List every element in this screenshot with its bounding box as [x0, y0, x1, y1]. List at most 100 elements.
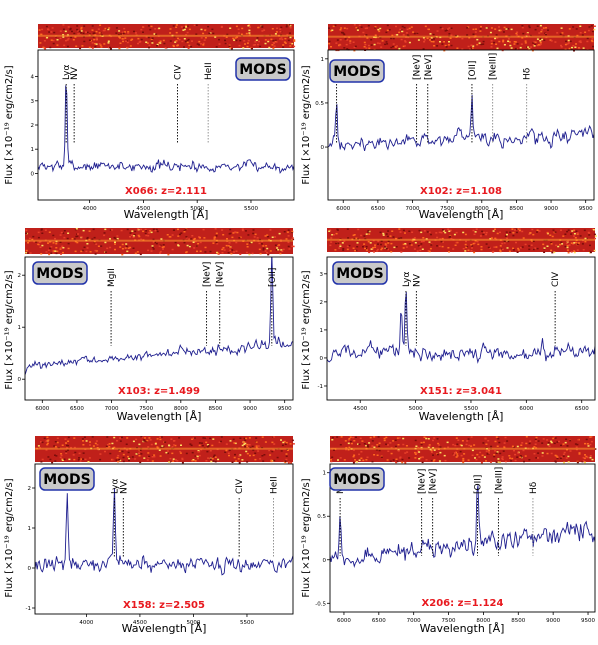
strip-pixel — [225, 449, 228, 452]
strip-pixel — [127, 247, 130, 249]
strip-pixel — [560, 241, 563, 244]
mods-badge-label: MODS — [333, 472, 381, 488]
strip-pixel — [225, 244, 228, 247]
strip-pixel — [414, 439, 417, 442]
strip-pixel — [211, 28, 214, 31]
strip-pixel — [563, 461, 566, 464]
strip-pixel — [404, 462, 407, 464]
strip-pixel — [528, 25, 531, 27]
strip-pixel — [330, 241, 333, 243]
strip-pixel — [51, 461, 54, 464]
strip-pixel — [293, 39, 296, 41]
strip-pixel — [594, 237, 596, 240]
strip-pixel — [241, 444, 244, 447]
x-tick-label: 9000 — [544, 206, 558, 212]
strip-pixel — [247, 39, 250, 42]
strip-pixel — [293, 45, 296, 48]
strip-pixel — [380, 455, 383, 458]
strip-pixel — [289, 443, 292, 445]
strip-pixel — [145, 41, 148, 43]
strip-pixel — [371, 445, 374, 447]
strip-pixel — [501, 458, 504, 461]
strip-pixel — [267, 235, 270, 238]
strip-pixel — [422, 441, 425, 444]
strip-pixel — [468, 37, 471, 39]
strip-pixel — [73, 238, 76, 240]
strip-pixel — [365, 34, 368, 36]
strip-pixel — [186, 31, 189, 34]
strip-pixel — [459, 450, 462, 453]
strip-pixel — [548, 445, 551, 447]
strip-pixel — [526, 32, 529, 34]
plot-frame — [37, 49, 295, 201]
strip-pixel — [371, 460, 374, 463]
strip-pixel — [179, 450, 182, 453]
strip-pixel — [586, 456, 589, 459]
strip-pixel — [173, 440, 176, 442]
x-tick-label: 7000 — [406, 206, 420, 212]
strip-pixel — [258, 248, 261, 251]
strip-pixel — [452, 454, 455, 456]
strip-pixel — [169, 457, 172, 460]
strip-pixel — [430, 233, 432, 236]
x-tick-label: 5000 — [186, 620, 200, 626]
strip-pixel — [251, 252, 254, 255]
strip-pixel — [221, 248, 224, 251]
strip-pixel — [582, 460, 585, 462]
strip-pixel — [177, 244, 180, 246]
strip-pixel — [169, 28, 172, 30]
strip-pixel — [234, 231, 237, 233]
strip-pixel — [480, 248, 483, 251]
strip-pixel — [590, 25, 593, 27]
strip-pixel — [82, 452, 85, 454]
strip-pixel — [546, 231, 549, 234]
strip-pixel — [168, 461, 171, 463]
strip-pixel — [394, 445, 397, 448]
strip-pixel — [389, 442, 392, 444]
x-tick-label: 4500 — [353, 406, 367, 412]
strip-pixel — [346, 48, 349, 50]
x-axis-label: Wavelength [Å] — [124, 208, 209, 221]
strip-pixel — [254, 458, 257, 461]
strip-pixel — [567, 461, 570, 463]
strip-pixel — [363, 235, 366, 237]
strip-pixel — [121, 243, 124, 246]
strip-pixel — [461, 440, 464, 442]
strip-pixel — [474, 231, 477, 233]
strip-pixel — [517, 247, 520, 250]
strip-pixel — [553, 442, 556, 445]
x-tick-label: 7500 — [440, 206, 454, 212]
strip-pixel — [576, 461, 579, 464]
strip-pixel — [253, 236, 256, 238]
strip-pixel — [38, 29, 41, 31]
strip-pixel — [536, 247, 539, 250]
strip-pixel — [74, 250, 77, 253]
strip-pixel — [503, 442, 506, 444]
strip-pixel — [404, 243, 407, 246]
strip-pixel — [284, 461, 287, 464]
strip-pixel — [390, 242, 393, 245]
strip-pixel — [150, 443, 153, 446]
strip-pixel — [514, 229, 516, 231]
strip-pixel — [55, 252, 58, 255]
strip-pixel — [119, 246, 122, 248]
strip-pixel — [496, 232, 499, 235]
strip-pixel — [594, 235, 597, 237]
strip-pixel — [546, 439, 549, 441]
strip-pixel — [429, 33, 432, 35]
strip-pixel — [252, 229, 255, 231]
strip-pixel — [130, 39, 133, 41]
strip-pixel — [534, 41, 537, 43]
strip-pixel — [492, 250, 495, 253]
strip-pixel — [285, 453, 288, 455]
strip-pixel — [575, 28, 578, 30]
strip-pixel — [528, 459, 531, 461]
strip-trace — [328, 35, 594, 38]
y-tick-label: 3 — [320, 272, 324, 278]
strip-pixel — [388, 29, 391, 31]
strip-pixel — [177, 37, 179, 40]
strip-pixel — [95, 43, 98, 45]
strip-pixel — [586, 40, 589, 43]
strip-pixel — [385, 244, 388, 246]
strip-pixel — [551, 251, 554, 254]
